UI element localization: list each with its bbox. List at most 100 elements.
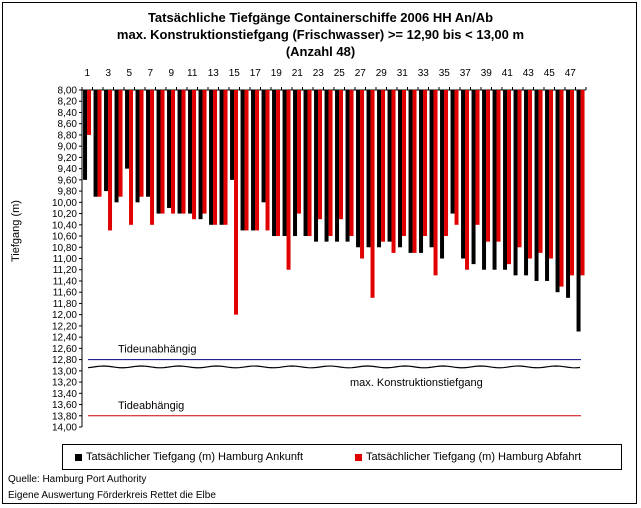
x-tick-label: 19 xyxy=(271,68,283,79)
bar-abfahrt xyxy=(381,90,386,242)
bar-abfahrt xyxy=(129,90,134,225)
x-tick-label: 37 xyxy=(460,68,472,79)
bar-ankunft xyxy=(125,90,130,169)
bar-ankunft xyxy=(198,90,203,220)
x-tick-label: 43 xyxy=(523,68,535,79)
x-tick-label: 1 xyxy=(84,68,90,79)
x-tick-label: 17 xyxy=(250,68,262,79)
bar-ankunft xyxy=(492,90,497,270)
reference-label-tideunabhaengig: Tideunabhängig xyxy=(118,344,197,356)
y-tick-label: 10,20 xyxy=(52,209,77,220)
bar-abfahrt xyxy=(475,90,480,225)
legend-item-abfahrt: Tatsächlicher Tiefgang (m) Hamburg Abfah… xyxy=(355,451,581,463)
bar-ankunft xyxy=(366,90,371,248)
bar-abfahrt xyxy=(87,90,92,135)
y-tick-label: 10,60 xyxy=(52,232,77,243)
y-tick-label: 9,60 xyxy=(58,175,78,186)
bar-abfahrt xyxy=(433,90,438,276)
legend: Tatsächlicher Tiefgang (m) Hamburg Ankun… xyxy=(62,444,622,470)
x-tick-label: 3 xyxy=(105,68,111,79)
reference-label-konstruktionstiefgang: max. Konstruktionstiefgang xyxy=(350,377,483,389)
bar-abfahrt xyxy=(139,90,144,197)
x-tick-label: 15 xyxy=(229,68,241,79)
y-tick-label: 9,20 xyxy=(58,153,78,164)
bar-abfahrt xyxy=(213,90,218,225)
bar-abfahrt xyxy=(328,90,333,237)
legend-label-ankunft: Tatsächlicher Tiefgang (m) Hamburg Ankun… xyxy=(86,451,304,463)
x-tick-label: 31 xyxy=(397,68,409,79)
y-tick-label: 11,80 xyxy=(53,299,78,310)
x-tick-label: 9 xyxy=(168,68,174,79)
bar-abfahrt xyxy=(286,90,291,270)
y-tick-label: 11,20 xyxy=(53,265,78,276)
bar-abfahrt xyxy=(391,90,396,253)
y-tick-label: 10,40 xyxy=(52,220,77,231)
bar-ankunft xyxy=(303,90,308,237)
bar-ankunft xyxy=(261,90,266,203)
bar-ankunft xyxy=(356,90,361,248)
bar-ankunft xyxy=(324,90,329,242)
x-tick-label: 45 xyxy=(544,68,556,79)
bar-abfahrt xyxy=(181,90,186,214)
y-tick-label: 11,40 xyxy=(53,276,78,287)
bar-ankunft xyxy=(209,90,214,225)
bar-abfahrt xyxy=(192,90,197,220)
bar-abfahrt xyxy=(496,90,501,242)
y-tick-label: 9,00 xyxy=(58,142,78,153)
x-tick-label: 41 xyxy=(502,68,514,79)
bar-ankunft xyxy=(93,90,98,197)
y-tick-label: 8,60 xyxy=(58,119,78,130)
y-tick-label: 8,80 xyxy=(58,130,78,141)
y-tick-label: 8,20 xyxy=(58,97,78,108)
bar-abfahrt xyxy=(297,90,302,214)
x-tick-label: 21 xyxy=(292,68,304,79)
bar-abfahrt xyxy=(412,90,417,253)
bar-ankunft xyxy=(566,90,571,298)
bar-abfahrt xyxy=(97,90,102,197)
bar-abfahrt xyxy=(370,90,375,298)
chart-subtitle: max. Konstruktionstiefgang (Frischwasser… xyxy=(116,27,525,42)
bar-ankunft xyxy=(503,90,508,270)
bar-ankunft xyxy=(471,90,476,265)
bar-ankunft xyxy=(513,90,518,276)
x-tick-label: 27 xyxy=(355,68,367,79)
bar-ankunft xyxy=(555,90,560,293)
bar-ankunft xyxy=(240,90,245,231)
x-tick-label: 25 xyxy=(334,68,346,79)
bar-abfahrt xyxy=(202,90,207,214)
source-note: Quelle: Hamburg Port Authority xyxy=(8,474,147,485)
bar-ankunft xyxy=(167,90,172,208)
bar-abfahrt xyxy=(276,90,281,237)
bar-abfahrt xyxy=(549,90,554,259)
bar-ankunft xyxy=(251,90,256,231)
x-tick-label: 13 xyxy=(208,68,220,79)
bar-abfahrt xyxy=(349,90,354,237)
bar-ankunft xyxy=(440,90,445,259)
y-tick-label: 12,60 xyxy=(52,344,77,355)
bar-abfahrt xyxy=(465,90,470,270)
bar-abfahrt xyxy=(517,90,522,248)
bar-abfahrt xyxy=(234,90,239,315)
bar-abfahrt xyxy=(360,90,365,259)
bar-ankunft xyxy=(83,90,88,180)
bar-ankunft xyxy=(524,90,529,276)
bar-ankunft xyxy=(545,90,550,281)
y-tick-label: 13,40 xyxy=(52,389,77,400)
x-tick-label: 47 xyxy=(565,68,577,79)
bar-ankunft xyxy=(461,90,466,259)
bar-abfahrt xyxy=(486,90,491,242)
reference-label-tideabhaengig: Tideabhängig xyxy=(118,400,184,412)
x-tick-label: 11 xyxy=(187,68,198,79)
bar-ankunft xyxy=(398,90,403,248)
bar-ankunft xyxy=(177,90,182,214)
bar-ankunft xyxy=(146,90,151,197)
x-tick-label: 39 xyxy=(481,68,493,79)
y-tick-label: 10,80 xyxy=(52,243,77,254)
bar-ankunft xyxy=(482,90,487,270)
y-tick-label: 13,60 xyxy=(52,400,77,411)
legend-item-ankunft: Tatsächlicher Tiefgang (m) Hamburg Ankun… xyxy=(75,451,303,463)
bar-abfahrt xyxy=(265,90,270,231)
legend-swatch-ankunft xyxy=(75,453,82,461)
chart-frame xyxy=(2,2,637,504)
bar-ankunft xyxy=(345,90,350,242)
